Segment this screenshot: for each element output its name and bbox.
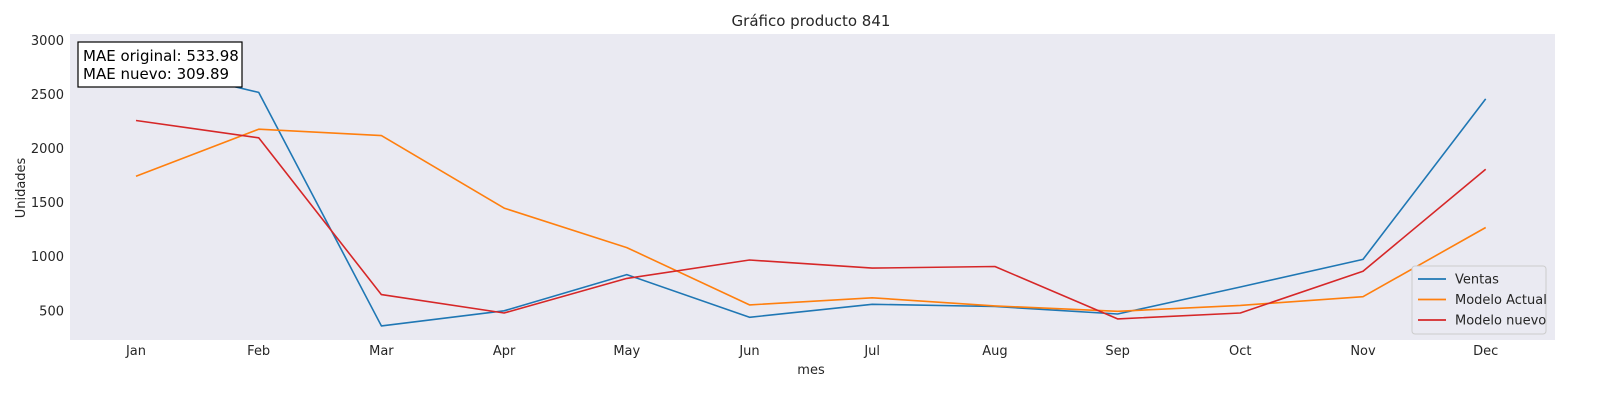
x-tick-label-jan: Jan: [125, 344, 146, 359]
x-axis-label: mes: [797, 363, 825, 378]
y-tick-label-1500: 1500: [31, 196, 64, 211]
x-tick-label-sep: Sep: [1105, 344, 1130, 359]
series-line-ventas: [135, 62, 1487, 327]
y-axis-label: Unidades: [14, 157, 29, 218]
mae-annotation: MAE original: 533.98 MAE nuevo: 309.89: [77, 41, 243, 88]
x-tick-label-apr: Apr: [493, 344, 516, 359]
x-tick-label-dec: Dec: [1473, 344, 1498, 359]
mae-nuevo-text: MAE nuevo: 309.89: [83, 65, 229, 83]
legend-label-modelo-nuevo: Modelo nuevo: [1455, 314, 1546, 329]
legend-box: [1411, 265, 1547, 335]
x-tick-label-jun: Jun: [738, 344, 759, 359]
mae-annotation-box: [77, 41, 243, 88]
series-line-modelo-nuevo: [135, 119, 1487, 320]
chart-title: Gráfico producto 841: [732, 12, 891, 30]
y-tick-label-2500: 2500: [31, 88, 64, 103]
x-tick-label-aug: Aug: [982, 344, 1007, 359]
x-tick-label-mar: Mar: [369, 344, 394, 359]
x-tick-label-feb: Feb: [247, 344, 270, 359]
mae-original-text: MAE original: 533.98: [83, 47, 239, 65]
legend-label-ventas: Ventas: [1455, 273, 1499, 288]
x-tick-label-oct: Oct: [1229, 344, 1251, 359]
legend-label-modelo-actual: Modelo Actual: [1455, 293, 1547, 308]
y-tick-label-2000: 2000: [31, 142, 64, 157]
y-tick-label-1000: 1000: [31, 250, 64, 265]
x-tick-label-nov: Nov: [1350, 344, 1376, 359]
series-line-modelo-actual: [135, 128, 1487, 313]
x-tick-label-may: May: [613, 344, 640, 359]
x-tick-label-jul: Jul: [863, 344, 880, 359]
plot-area: [70, 34, 1555, 340]
legend: Ventas Modelo Actual Modelo nuevo: [1411, 265, 1547, 335]
y-tick-label-3000: 3000: [31, 34, 64, 49]
y-tick-label-500: 500: [39, 304, 64, 319]
